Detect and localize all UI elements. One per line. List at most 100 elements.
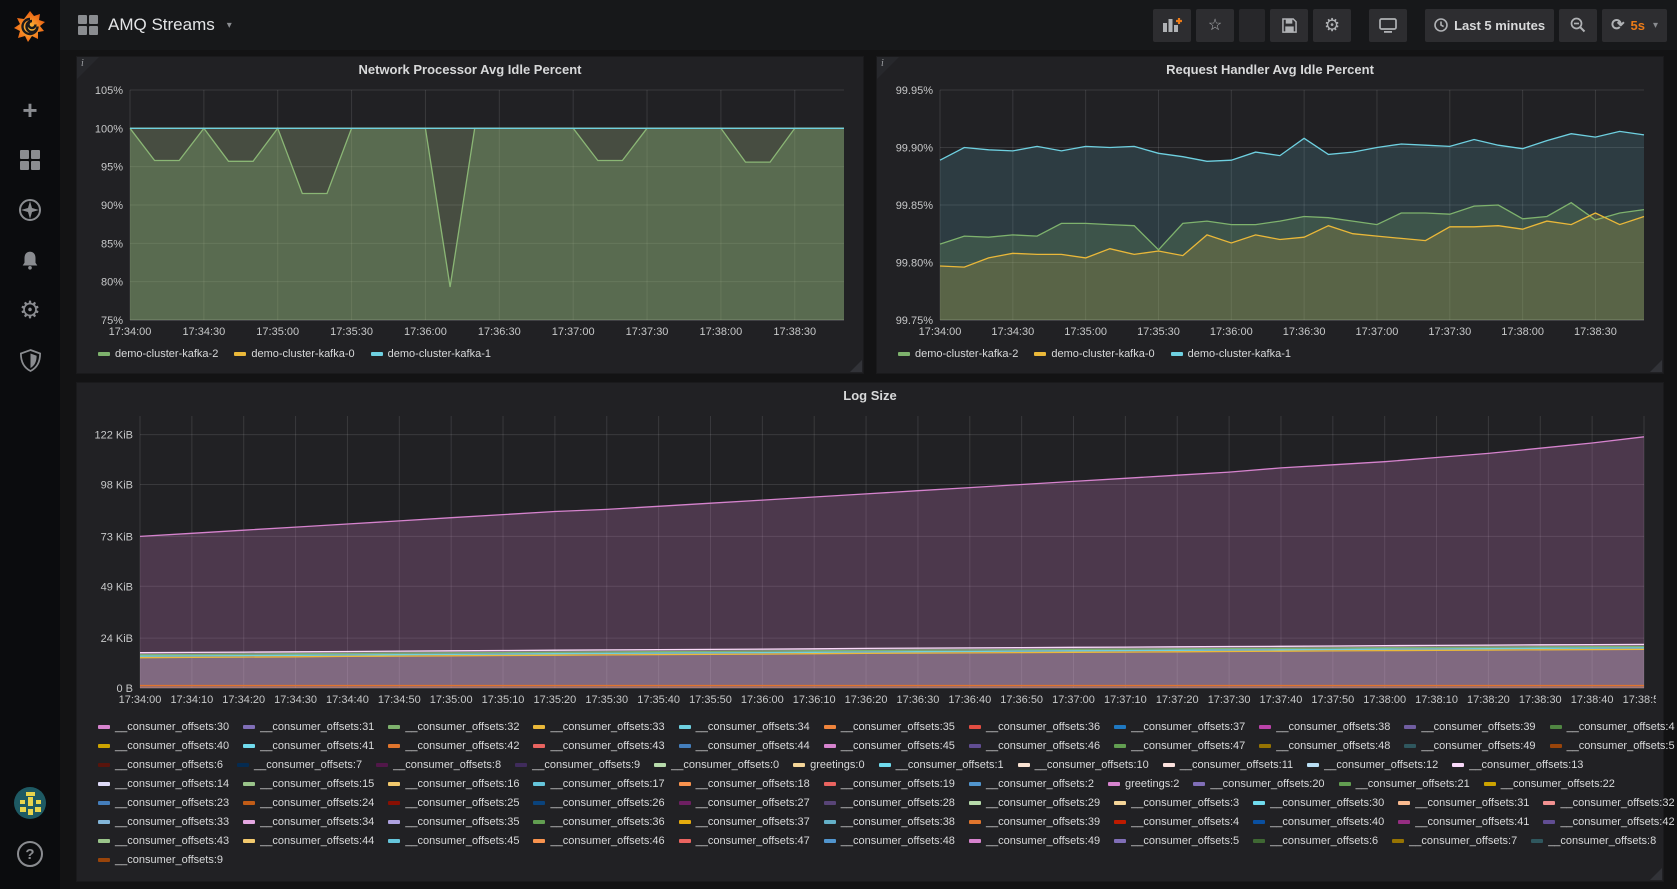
legend-item[interactable]: __consumer_offsets:34 bbox=[243, 816, 374, 828]
legend-item[interactable]: __consumer_offsets:39 bbox=[1404, 721, 1536, 733]
legend-item[interactable]: greetings:2 bbox=[1107, 778, 1179, 790]
legend-item[interactable]: __consumer_offsets:35 bbox=[823, 721, 955, 733]
legend-item[interactable]: __consumer_offsets:45 bbox=[823, 740, 955, 752]
save-button[interactable] bbox=[1270, 8, 1309, 42]
request-handler-chart[interactable]: 17:34:00 17:34:30 17:35:00 17:35:30 17:36:00… bbox=[884, 82, 1656, 340]
legend-item[interactable]: __consumer_offsets:9 bbox=[98, 854, 223, 866]
legend-item[interactable]: __consumer_offsets:48 bbox=[823, 835, 955, 847]
legend-item[interactable]: __consumer_offsets:10 bbox=[1017, 759, 1149, 771]
legend-item[interactable]: __consumer_offsets:37 bbox=[1114, 721, 1245, 733]
legend-item[interactable]: __consumer_offsets:31 bbox=[1398, 797, 1529, 809]
legend-item[interactable]: __consumer_offsets:13 bbox=[1452, 759, 1583, 771]
create-plus-icon[interactable]: + bbox=[22, 94, 38, 125]
refresh-interval-value[interactable]: 5s bbox=[1630, 17, 1645, 33]
panel-resize-handle[interactable] bbox=[850, 360, 862, 372]
panel-title[interactable]: Request Handler Avg Idle Percent bbox=[1166, 62, 1374, 77]
settings-button[interactable]: ⚙ bbox=[1313, 8, 1352, 42]
dashboard-grid-icon[interactable] bbox=[78, 15, 98, 35]
help-icon[interactable]: ? bbox=[17, 841, 43, 867]
legend-item[interactable]: __consumer_offsets:25 bbox=[388, 797, 519, 809]
legend-item[interactable]: __consumer_offsets:44 bbox=[678, 740, 810, 752]
legend-item[interactable]: __consumer_offsets:26 bbox=[533, 797, 665, 809]
refresh-interval-button[interactable]: ⟳ 5s ▾ bbox=[1602, 8, 1667, 42]
cycle-view-button[interactable] bbox=[1369, 8, 1408, 42]
legend-item[interactable]: __consumer_offsets:14 bbox=[98, 778, 229, 790]
legend-item[interactable]: __consumer_offsets:43 bbox=[98, 835, 229, 847]
time-range-button[interactable]: Last 5 minutes bbox=[1425, 8, 1555, 42]
legend-item[interactable]: __consumer_offsets:43 bbox=[533, 740, 665, 752]
panel-resize-handle[interactable] bbox=[1650, 360, 1662, 372]
legend-item[interactable]: __consumer_offsets:17 bbox=[533, 778, 665, 790]
legend-item[interactable]: demo-cluster-kafka-2 bbox=[898, 348, 1018, 360]
legend-item[interactable]: __consumer_offsets:20 bbox=[1193, 778, 1325, 790]
legend-item[interactable]: __consumer_offsets:35 bbox=[388, 816, 519, 828]
legend-item[interactable]: __consumer_offsets:4 bbox=[1549, 721, 1675, 733]
legend-item[interactable]: __consumer_offsets:24 bbox=[243, 797, 374, 809]
legend-item[interactable]: __consumer_offsets:34 bbox=[678, 721, 810, 733]
legend-item[interactable]: __consumer_offsets:23 bbox=[98, 797, 229, 809]
legend-item[interactable]: __consumer_offsets:36 bbox=[968, 721, 1100, 733]
legend-item[interactable]: __consumer_offsets:41 bbox=[243, 740, 374, 752]
configuration-gear-icon[interactable]: ⚙ bbox=[19, 296, 41, 324]
legend-item[interactable]: __consumer_offsets:1 bbox=[878, 759, 1004, 771]
legend-item[interactable]: __consumer_offsets:22 bbox=[1483, 778, 1615, 790]
zoom-out-button[interactable] bbox=[1559, 8, 1598, 42]
legend-item[interactable]: __consumer_offsets:33 bbox=[98, 816, 229, 828]
legend-item[interactable]: __consumer_offsets:6 bbox=[1253, 835, 1378, 847]
legend-item[interactable]: __consumer_offsets:46 bbox=[533, 835, 665, 847]
legend-item[interactable]: __consumer_offsets:5 bbox=[1114, 835, 1239, 847]
legend-item[interactable]: __consumer_offsets:39 bbox=[968, 816, 1100, 828]
legend-item[interactable]: __consumer_offsets:19 bbox=[823, 778, 955, 790]
add-panel-button[interactable] bbox=[1153, 8, 1192, 42]
legend-item[interactable]: __consumer_offsets:18 bbox=[678, 778, 810, 790]
legend-item[interactable]: __consumer_offsets:12 bbox=[1307, 759, 1438, 771]
legend-item[interactable]: __consumer_offsets:15 bbox=[243, 778, 374, 790]
legend-item[interactable]: __consumer_offsets:38 bbox=[1259, 721, 1390, 733]
legend-item[interactable]: __consumer_offsets:41 bbox=[1398, 816, 1529, 828]
dashboard-caret-down-icon[interactable]: ▾ bbox=[226, 19, 232, 31]
legend-item[interactable]: __consumer_offsets:49 bbox=[968, 835, 1100, 847]
legend-item[interactable]: __consumer_offsets:47 bbox=[1114, 740, 1245, 752]
explore-compass-icon[interactable] bbox=[18, 198, 42, 222]
legend-item[interactable]: demo-cluster-kafka-1 bbox=[370, 348, 491, 360]
legend-item[interactable]: __consumer_offsets:8 bbox=[376, 759, 501, 771]
legend-item[interactable]: __consumer_offsets:29 bbox=[968, 797, 1100, 809]
dashboard-title[interactable]: AMQ Streams bbox=[108, 15, 215, 34]
panel-title[interactable]: Network Processor Avg Idle Percent bbox=[358, 62, 582, 77]
legend-item[interactable]: __consumer_offsets:30 bbox=[98, 721, 229, 733]
legend-item[interactable]: __consumer_offsets:4 bbox=[1114, 816, 1239, 828]
legend-item[interactable]: __consumer_offsets:3 bbox=[1114, 797, 1239, 809]
legend-item[interactable]: __consumer_offsets:45 bbox=[388, 835, 519, 847]
legend-item[interactable]: __consumer_offsets:37 bbox=[678, 816, 810, 828]
legend-item[interactable]: __consumer_offsets:7 bbox=[1392, 835, 1517, 847]
legend-item[interactable]: __consumer_offsets:28 bbox=[823, 797, 955, 809]
legend-item[interactable]: greetings:0 bbox=[793, 759, 865, 771]
legend-item[interactable]: __consumer_offsets:31 bbox=[243, 721, 374, 733]
legend-item[interactable]: demo-cluster-kafka-1 bbox=[1170, 348, 1291, 360]
legend-item[interactable]: __consumer_offsets:6 bbox=[98, 759, 223, 771]
alerting-bell-icon[interactable] bbox=[18, 248, 42, 272]
legend-item[interactable]: demo-cluster-kafka-0 bbox=[1034, 348, 1155, 360]
legend-item[interactable]: __consumer_offsets:7 bbox=[237, 759, 362, 771]
legend-item[interactable]: __consumer_offsets:49 bbox=[1404, 740, 1536, 752]
dashboards-icon[interactable] bbox=[18, 148, 42, 172]
refresh-icon[interactable]: ⟳ bbox=[1611, 17, 1625, 34]
legend-item[interactable]: __consumer_offsets:11 bbox=[1162, 759, 1293, 771]
star-button[interactable]: ☆ bbox=[1196, 8, 1235, 42]
legend-item[interactable]: __consumer_offsets:32 bbox=[1543, 797, 1675, 809]
refresh-caret-down-icon[interactable]: ▾ bbox=[1652, 19, 1658, 31]
legend-item[interactable]: __consumer_offsets:36 bbox=[533, 816, 665, 828]
legend-item[interactable]: __consumer_offsets:27 bbox=[678, 797, 810, 809]
log-size-chart[interactable]: 17:34:00 17:34:10 17:34:20 17:34:30 17:34:40… bbox=[84, 408, 1665, 708]
panel-title[interactable]: Log Size bbox=[843, 388, 897, 403]
legend-item[interactable]: demo-cluster-kafka-0 bbox=[234, 348, 355, 360]
legend-item[interactable]: __consumer_offsets:16 bbox=[388, 778, 519, 790]
legend-item[interactable]: __consumer_offsets:40 bbox=[1253, 816, 1384, 828]
legend-item[interactable]: __consumer_offsets:47 bbox=[678, 835, 810, 847]
legend-item[interactable]: __consumer_offsets:0 bbox=[654, 759, 779, 771]
legend-item[interactable]: __consumer_offsets:46 bbox=[968, 740, 1100, 752]
legend-item[interactable]: __consumer_offsets:5 bbox=[1549, 740, 1675, 752]
network-processor-chart[interactable]: 17:34:00 17:34:30 17:35:00 17:35:30 17:36:00… bbox=[84, 82, 856, 340]
server-admin-shield-icon[interactable] bbox=[18, 348, 42, 372]
legend-item[interactable]: __consumer_offsets:8 bbox=[1531, 835, 1656, 847]
